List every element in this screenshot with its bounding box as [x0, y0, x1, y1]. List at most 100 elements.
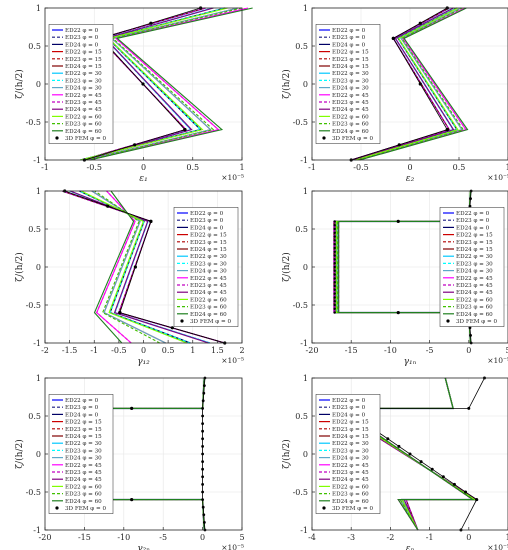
- fem-point: [201, 483, 205, 486]
- fem-point: [397, 444, 401, 448]
- fem-point: [468, 326, 472, 330]
- fem-point: [201, 437, 205, 441]
- legend-label: ED24 φ = 45: [456, 290, 493, 296]
- legend-marker: [446, 319, 450, 323]
- fem-point: [441, 475, 445, 479]
- y-tick-label: 0.5: [28, 42, 41, 51]
- legend-label: ED23 φ = 0: [65, 35, 99, 41]
- series-line: [80, 190, 188, 344]
- legend-label: ED23 φ = 45: [65, 470, 102, 476]
- fem-point: [333, 220, 336, 223]
- x-tick-label: 0: [200, 533, 205, 542]
- fem-point: [333, 258, 336, 261]
- y-tick-label: -0.5: [293, 118, 308, 127]
- y-tick-label: -0.5: [26, 301, 41, 310]
- fem-point: [333, 292, 336, 295]
- fem-point: [201, 422, 205, 425]
- fem-point: [397, 143, 401, 147]
- x-tick-label: -1: [426, 533, 434, 542]
- fem-point: [333, 250, 336, 253]
- fem-point: [333, 303, 336, 307]
- y-tick-label: -0.5: [26, 488, 41, 497]
- series-line: [86, 7, 242, 161]
- x-tick-label: -15: [78, 533, 91, 542]
- y-tick-label: -1: [33, 526, 41, 535]
- fem-point: [333, 239, 336, 242]
- x-tick-label: -1.5: [62, 346, 77, 355]
- legend-label: ED23 φ = 30: [65, 78, 102, 84]
- x-tick-label: -15: [345, 346, 358, 355]
- fem-point: [130, 406, 134, 410]
- fem-point: [469, 334, 472, 337]
- legend-label: ED24 φ = 30: [65, 456, 102, 462]
- legend-label: ED22 φ = 30: [332, 441, 369, 447]
- legend-label: ED22 φ = 45: [332, 93, 369, 99]
- series-line: [93, 190, 135, 344]
- y-axis-label: ζ/(h/2): [14, 69, 25, 99]
- x-tick-label: -0.5: [111, 346, 126, 355]
- fem-point: [333, 311, 336, 314]
- legend-label: ED23 φ = 30: [332, 448, 369, 454]
- x-tick-label: -1: [90, 346, 98, 355]
- fem-point: [333, 288, 336, 291]
- y-axis-label: ζ/(h/2): [14, 439, 25, 469]
- legend-label: ED23 φ = 45: [332, 100, 369, 106]
- fem-point: [333, 300, 336, 303]
- y-tick-label: 1: [303, 4, 308, 13]
- chart-panel-1: -1 -0.5 0 0.5 1 -1 -0.5 0 0.5 1 ε₁ ζ/(h/2) ×10⁻⁵ ED22…: [14, 4, 253, 184]
- legend-label: ED23 φ = 60: [456, 305, 493, 311]
- fem-point: [149, 21, 153, 25]
- legend-label: ED24 φ = 45: [65, 107, 102, 113]
- fem-point: [333, 281, 336, 284]
- legend-label: ED23 φ = 30: [190, 261, 227, 267]
- y-tick-label: 0.5: [28, 225, 41, 234]
- legend-label: ED24 φ = 60: [332, 499, 369, 505]
- x-tick-label: 0.5: [162, 346, 175, 355]
- series-line: [80, 7, 228, 161]
- legend-label: 3D FEM φ = 0: [456, 319, 497, 325]
- legend-label: ED22 φ = 15: [332, 50, 369, 56]
- series-line: [84, 7, 214, 161]
- fem-point: [201, 452, 205, 456]
- x-tick-label: 0: [141, 346, 146, 355]
- legend-label: 3D FEM φ = 0: [332, 136, 373, 142]
- legend-label: ED24 φ = 30: [65, 86, 102, 92]
- fem-point: [333, 284, 336, 288]
- legend-label: ED22 φ = 60: [456, 297, 493, 303]
- chart-panel-4: -20 -15 -10 -5 0 5 -1 -0.5 0 0.5 1 γ₁ₙ ζ/(h/2) ×10⁻⁵ E…: [281, 187, 508, 367]
- legend-label: ED24 φ = 45: [332, 477, 369, 483]
- x-tick-label: -3: [347, 533, 355, 542]
- x-scale-label: ×10⁻⁵: [487, 173, 508, 182]
- legend-label: ED24 φ = 30: [190, 269, 227, 275]
- legend-label: ED23 φ = 60: [332, 492, 369, 498]
- legend-label: ED24 φ = 60: [190, 312, 227, 318]
- x-tick-label: -20: [306, 346, 319, 355]
- legend-label: ED22 φ = 60: [65, 484, 102, 490]
- y-axis-label: ζ/(h/2): [281, 439, 292, 469]
- legend-label: ED23 φ = 15: [190, 240, 227, 246]
- series-line: [337, 377, 475, 531]
- x-tick-label: -5: [159, 533, 167, 542]
- legend-marker: [55, 136, 59, 140]
- legend-label: ED24 φ = 15: [190, 247, 227, 253]
- x-tick-label: 0: [466, 533, 471, 542]
- legend-label: ED24 φ = 15: [65, 64, 102, 70]
- x-axis-label: ε₁: [139, 174, 147, 184]
- legend-marker: [55, 506, 59, 510]
- series-line: [353, 7, 455, 161]
- x-tick-label: -0.5: [353, 163, 368, 172]
- series-line: [355, 7, 459, 161]
- legend-label: ED22 φ = 30: [65, 441, 102, 447]
- x-tick-label: -4: [308, 533, 316, 542]
- y-tick-label: -0.5: [293, 488, 308, 497]
- legend-label: ED22 φ = 0: [332, 28, 366, 34]
- series-group: [329, 376, 486, 532]
- series-line: [89, 7, 253, 161]
- fem-point: [445, 128, 449, 132]
- series-line: [94, 190, 161, 344]
- fem-point: [396, 311, 400, 315]
- x-tick-label: 1: [239, 163, 244, 172]
